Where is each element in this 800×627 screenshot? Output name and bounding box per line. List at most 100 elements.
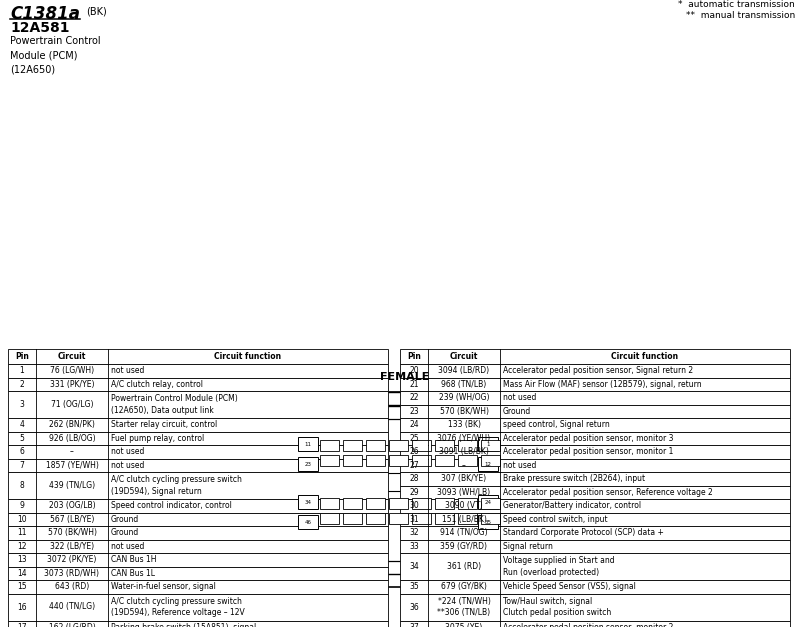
- Text: Generator/Battery indicator, control: Generator/Battery indicator, control: [503, 501, 641, 510]
- Bar: [400, 431, 790, 445]
- Bar: [458, 498, 477, 509]
- Bar: [280, 406, 528, 574]
- Text: Powertrain Control
Module (PCM)
(12A650): Powertrain Control Module (PCM) (12A650): [10, 36, 101, 74]
- Text: 37: 37: [409, 623, 419, 627]
- Text: 3072 (PK/YE): 3072 (PK/YE): [47, 556, 97, 564]
- Text: A/C clutch cycling pressure switch
(19D594), Signal return: A/C clutch cycling pressure switch (19D5…: [111, 475, 242, 495]
- Text: 35: 35: [485, 520, 491, 525]
- Text: A/C clutch cycling pressure switch
(19D594), Reference voltage – 12V: A/C clutch cycling pressure switch (19D5…: [111, 597, 245, 617]
- Bar: [400, 526, 790, 539]
- Bar: [400, 364, 790, 377]
- Text: 26: 26: [409, 447, 419, 456]
- Bar: [389, 513, 408, 524]
- Text: Pin: Pin: [15, 352, 29, 361]
- Text: not used: not used: [503, 461, 536, 470]
- Text: 3090 (VT): 3090 (VT): [445, 501, 483, 510]
- Text: FEMALE: FEMALE: [380, 372, 430, 382]
- Text: Vehicle Speed Sensor (VSS), signal: Vehicle Speed Sensor (VSS), signal: [503, 582, 636, 591]
- Bar: [298, 419, 498, 561]
- Text: 12: 12: [485, 461, 491, 466]
- Text: Starter relay circuit, control: Starter relay circuit, control: [111, 420, 218, 429]
- Text: 17: 17: [17, 623, 27, 627]
- Bar: [481, 455, 500, 466]
- Bar: [8, 458, 388, 472]
- Bar: [485, 585, 540, 600]
- Bar: [412, 498, 431, 509]
- Bar: [268, 585, 323, 600]
- Bar: [412, 455, 431, 466]
- Text: 13: 13: [17, 556, 27, 564]
- Bar: [435, 513, 454, 524]
- Bar: [8, 391, 388, 418]
- Text: 5: 5: [19, 434, 25, 443]
- Text: **  manual transmission: ** manual transmission: [686, 11, 795, 20]
- Text: Circuit function: Circuit function: [611, 352, 678, 361]
- Text: 203 (OG/LB): 203 (OG/LB): [49, 501, 95, 510]
- Text: 679 (GY/BK): 679 (GY/BK): [441, 582, 487, 591]
- Bar: [298, 515, 318, 529]
- Text: 76 (LG/WH): 76 (LG/WH): [50, 366, 94, 375]
- Text: Circuit function: Circuit function: [214, 352, 282, 361]
- Bar: [320, 513, 339, 524]
- Bar: [8, 553, 388, 567]
- Bar: [8, 594, 388, 621]
- Text: 3093 (WH/LB): 3093 (WH/LB): [438, 488, 490, 497]
- Bar: [400, 512, 790, 526]
- Text: 29: 29: [409, 488, 419, 497]
- Bar: [268, 392, 540, 587]
- Bar: [400, 553, 790, 580]
- Bar: [8, 567, 388, 580]
- Text: C1381a: C1381a: [10, 5, 80, 23]
- Text: *224 (TN/WH)
**306 (TN/LB): *224 (TN/WH) **306 (TN/LB): [438, 597, 490, 617]
- Text: 16: 16: [17, 603, 27, 611]
- Bar: [343, 498, 362, 509]
- Text: 27: 27: [409, 461, 419, 470]
- Bar: [400, 499, 790, 512]
- Text: 3073 (RD/WH): 3073 (RD/WH): [45, 569, 99, 577]
- Text: Accelerator pedal position sensor, Reference voltage 2: Accelerator pedal position sensor, Refer…: [503, 488, 713, 497]
- Text: Voltage supplied in Start and
Run (overload protected): Voltage supplied in Start and Run (overl…: [503, 556, 614, 577]
- Bar: [458, 455, 477, 466]
- Bar: [320, 498, 339, 509]
- Text: –: –: [462, 461, 466, 470]
- Text: Circuit: Circuit: [58, 352, 86, 361]
- Bar: [400, 377, 790, 391]
- Text: 1857 (YE/WH): 1857 (YE/WH): [46, 461, 98, 470]
- Text: 570 (BK/WH): 570 (BK/WH): [439, 407, 489, 416]
- Bar: [343, 513, 362, 524]
- Bar: [295, 392, 515, 405]
- Text: 6: 6: [19, 447, 25, 456]
- Text: (BK): (BK): [86, 6, 106, 16]
- Text: 322 (LB/YE): 322 (LB/YE): [50, 542, 94, 551]
- Bar: [320, 455, 339, 466]
- Bar: [389, 440, 408, 451]
- Text: 35: 35: [409, 582, 419, 591]
- Text: Parking brake switch (15A851), signal: Parking brake switch (15A851), signal: [111, 623, 256, 627]
- Bar: [458, 513, 477, 524]
- Text: 46: 46: [305, 520, 311, 525]
- Text: 32: 32: [409, 529, 419, 537]
- Text: Ground: Ground: [503, 407, 531, 416]
- Bar: [400, 485, 790, 499]
- Text: 968 (TN/LB): 968 (TN/LB): [442, 380, 486, 389]
- Bar: [458, 440, 477, 451]
- Bar: [8, 377, 388, 391]
- Bar: [366, 498, 385, 509]
- Text: 3094 (LB/RD): 3094 (LB/RD): [438, 366, 490, 375]
- Bar: [8, 621, 388, 627]
- Text: 151 (LB/BK): 151 (LB/BK): [442, 515, 486, 524]
- Text: 24: 24: [409, 420, 419, 429]
- Bar: [343, 455, 362, 466]
- Text: 4: 4: [19, 420, 25, 429]
- Bar: [400, 445, 790, 458]
- Text: 239 (WH/OG): 239 (WH/OG): [438, 393, 490, 403]
- Text: 262 (BN/PK): 262 (BN/PK): [49, 420, 95, 429]
- Text: 307 (BK/YE): 307 (BK/YE): [442, 474, 486, 483]
- Text: 11: 11: [18, 529, 26, 537]
- Bar: [8, 431, 388, 445]
- Text: not used: not used: [111, 542, 144, 551]
- Bar: [298, 473, 498, 491]
- Text: 23: 23: [409, 407, 419, 416]
- Text: 10: 10: [17, 515, 27, 524]
- Text: 14: 14: [17, 569, 27, 577]
